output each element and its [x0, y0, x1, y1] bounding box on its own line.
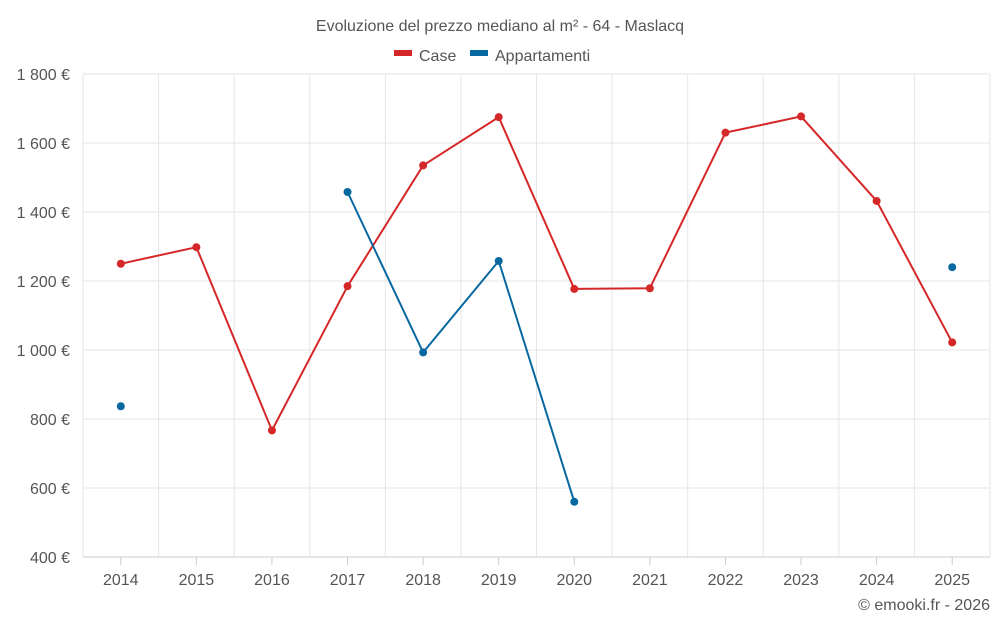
data-point[interactable]	[645, 284, 654, 293]
data-point[interactable]	[192, 243, 201, 252]
data-point[interactable]	[494, 113, 503, 122]
x-tick-label: 2018	[405, 572, 441, 589]
x-tick-label: 2017	[330, 572, 366, 589]
data-point[interactable]	[419, 348, 428, 357]
legend-label: Case	[419, 48, 456, 65]
data-point[interactable]	[494, 256, 503, 265]
series-case	[116, 112, 957, 435]
x-tick-label: 2022	[708, 572, 744, 589]
grid	[82, 73, 991, 557]
x-tick-label: 2023	[783, 572, 819, 589]
y-tick-label: 1 000 €	[17, 343, 70, 360]
x-tick-label: 2015	[179, 572, 215, 589]
x-tick-label: 2021	[632, 572, 668, 589]
legend-item-appartamenti[interactable]: Appartamenti	[470, 48, 590, 65]
series-line	[120, 115, 954, 432]
series-appartamenti	[116, 187, 957, 506]
data-point[interactable]	[116, 402, 125, 411]
y-tick-label: 1 400 €	[17, 205, 70, 222]
data-point[interactable]	[797, 112, 806, 121]
data-point[interactable]	[343, 282, 352, 291]
series	[116, 112, 957, 506]
chart-title: Evoluzione del prezzo mediano al m² - 64…	[316, 18, 684, 35]
data-point[interactable]	[721, 128, 730, 137]
x-tick-label: 2016	[254, 572, 290, 589]
legend-swatch	[394, 50, 412, 56]
data-point[interactable]	[267, 426, 276, 435]
data-point[interactable]	[343, 187, 352, 196]
legend-swatch	[470, 50, 488, 56]
data-point[interactable]	[948, 338, 957, 347]
x-tick-label: 2014	[103, 572, 139, 589]
series-line	[346, 191, 576, 503]
legend: Case Appartamenti	[394, 48, 590, 65]
data-point[interactable]	[570, 497, 579, 506]
data-point[interactable]	[872, 196, 881, 205]
y-tick-label: 600 €	[30, 481, 70, 498]
legend-item-case[interactable]: Case	[394, 48, 456, 65]
credit-text[interactable]: © emooki.fr - 2026	[858, 597, 990, 614]
x-tick-label: 2020	[556, 572, 592, 589]
x-tick-label: 2025	[934, 572, 970, 589]
y-tick-label: 1 800 €	[17, 67, 70, 84]
x-tick-label: 2019	[481, 572, 517, 589]
legend-label: Appartamenti	[495, 48, 590, 65]
y-tick-label: 400 €	[30, 550, 70, 567]
y-tick-label: 1 200 €	[17, 274, 70, 291]
data-point[interactable]	[570, 284, 579, 293]
y-tick-label: 1 600 €	[17, 136, 70, 153]
axes: 400 € 600 € 800 € 1 000 € 1 200 € 1 400 € 1 60…	[17, 67, 990, 589]
data-point[interactable]	[948, 263, 957, 272]
y-tick-label: 800 €	[30, 412, 70, 429]
data-point[interactable]	[116, 259, 125, 268]
data-point[interactable]	[419, 161, 428, 170]
x-tick-label: 2024	[859, 572, 895, 589]
